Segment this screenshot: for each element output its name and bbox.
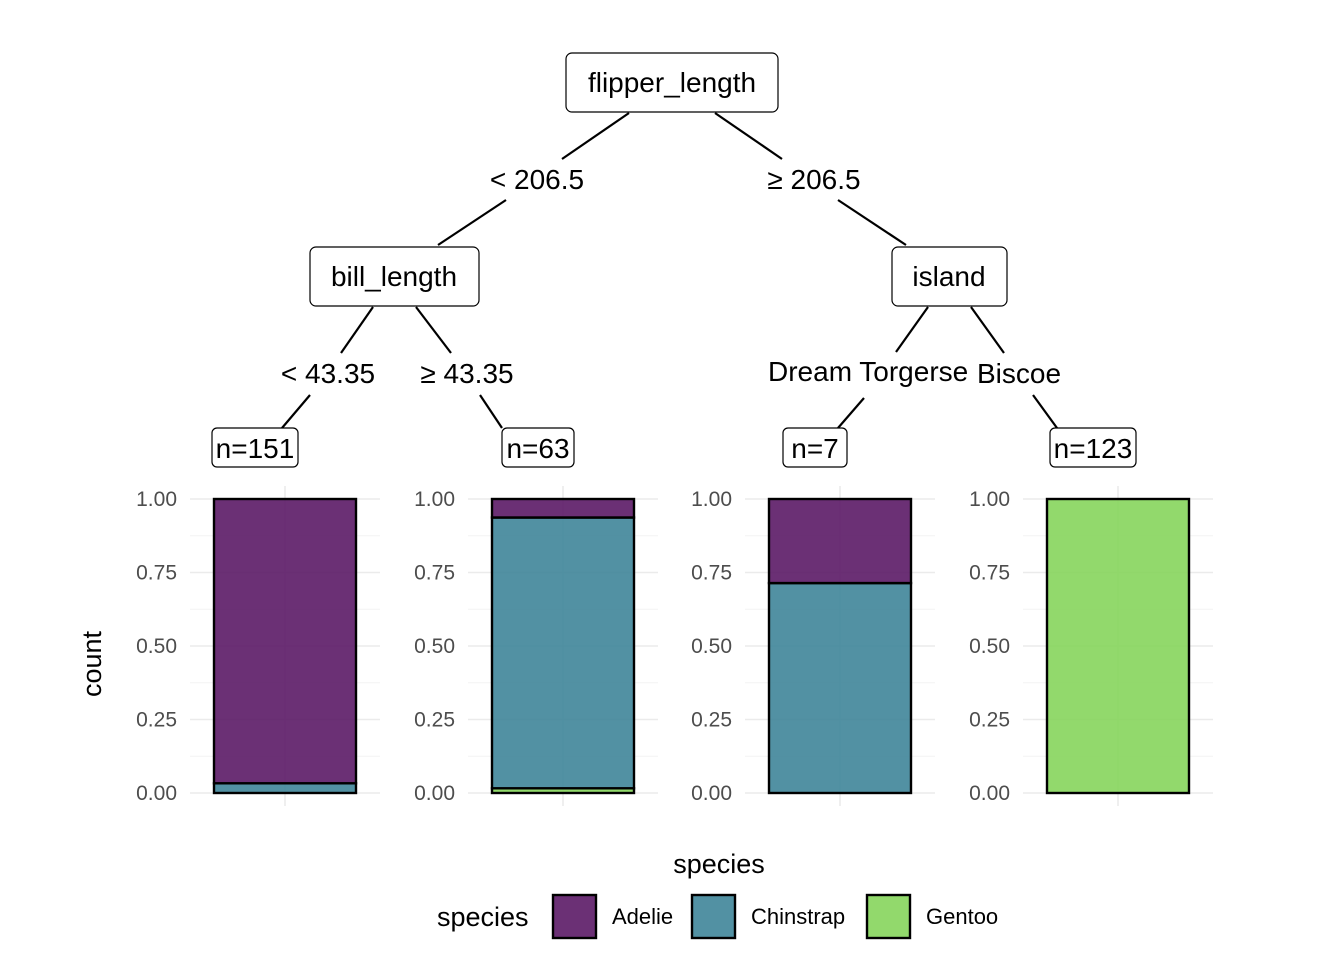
leaf-label: n=7 [791, 433, 839, 464]
split-label-island-left-clip: Dream Torgersen [768, 356, 984, 387]
split-label-root-left: < 206.5 [490, 164, 584, 195]
edge-bill-left-upper [340, 306, 374, 354]
split-label-island-right: Biscoe [977, 358, 1061, 389]
leaf-box [501, 427, 575, 468]
panel-4: 0.00 0.25 0.50 0.75 1.00 n=123 [969, 427, 1213, 806]
legend-key-chinstrap [690, 893, 737, 940]
edge-labels: < 206.5 ≥ 206.5 < 43.35 ≥ 43.35 Dream To… [281, 164, 1061, 389]
y-tick-label: 0.50 [136, 635, 177, 658]
y-tick-label: 0.25 [691, 709, 732, 732]
node-island: island [891, 246, 1008, 307]
node-label-bill-length: bill_length [331, 261, 457, 292]
legend-label-chinstrap: Chinstrap [751, 904, 845, 929]
tree-edges [281, 112, 1058, 429]
edge-island-right-upper [970, 306, 1005, 354]
y-tick-label: 0.50 [414, 635, 455, 658]
y-tick-label: 1.00 [691, 488, 732, 511]
edge-root-left-upper [561, 112, 630, 160]
node-label-flipper-length: flipper_length [588, 67, 756, 98]
legend-key-adelie [551, 893, 598, 940]
y-tick-label: 0.00 [414, 782, 455, 805]
y-tick-label: 1.00 [414, 488, 455, 511]
panel-2: 0.00 0.25 0.50 0.75 1.00 n=63 [414, 427, 658, 806]
y-tick-label: 0.25 [969, 709, 1010, 732]
bar-segment-gentoo [1045, 497, 1191, 795]
tree-nodes: flipper_length bill_length island [309, 52, 1008, 307]
bar-segment-adelie [767, 497, 913, 585]
node-flipper-length: flipper_length [565, 52, 779, 113]
y-tick-label: 0.00 [969, 782, 1010, 805]
leaf-box [782, 427, 848, 468]
edge-island-left-upper [895, 306, 929, 353]
x-axis-title: species [673, 849, 765, 879]
leaf-label: n=151 [216, 433, 295, 464]
y-axis-title: count [77, 630, 107, 697]
edge-island-right-lower [1032, 394, 1058, 429]
split-label-bill-right: ≥ 43.35 [420, 358, 513, 389]
y-tick-label: 0.00 [136, 782, 177, 805]
y-tick-label: 0.75 [414, 562, 455, 585]
bar-segment-adelie [490, 497, 636, 519]
y-tick-label: 1.00 [969, 488, 1010, 511]
node-bill-length: bill_length [309, 246, 480, 307]
y-tick-label: 0.75 [136, 562, 177, 585]
legend-label-adelie: Adelie [612, 904, 673, 929]
leaf-node-2: n=63 [501, 427, 575, 468]
y-tick-label: 0.00 [691, 782, 732, 805]
edge-root-right-lower [837, 199, 907, 246]
leaf-node-1: n=151 [211, 427, 299, 468]
legend-key-gentoo [865, 893, 912, 940]
split-label-root-right: ≥ 206.5 [767, 164, 860, 195]
legend: species Adelie Chinstrap Gentoo [437, 893, 998, 940]
leaf-box [1049, 427, 1137, 468]
y-tick-label: 0.25 [136, 709, 177, 732]
leaf-node-3: n=7 [782, 427, 848, 468]
edge-bill-right-lower [479, 394, 503, 429]
legend-label-gentoo: Gentoo [926, 904, 998, 929]
bar-segment-chinstrap [767, 581, 913, 795]
edge-bill-left-lower [281, 394, 311, 429]
bar-segment-chinstrap [212, 782, 358, 795]
edge-root-right-upper [714, 112, 783, 160]
split-label-island-left: Dream Torgersen [768, 356, 984, 387]
edge-bill-right-upper [415, 306, 452, 354]
leaf-label: n=123 [1054, 433, 1133, 464]
panel-1: 0.00 0.25 0.50 0.75 1.00 n=151 [136, 427, 380, 806]
bar-segment-adelie [212, 497, 358, 785]
y-tick-label: 0.75 [691, 562, 732, 585]
bar-segment-chinstrap [490, 516, 636, 790]
leaf-node-4: n=123 [1049, 427, 1137, 468]
y-tick-label: 1.00 [136, 488, 177, 511]
y-tick-label: 0.25 [414, 709, 455, 732]
y-tick-label: 0.50 [691, 635, 732, 658]
legend-title: species [437, 902, 529, 932]
y-tick-label: 0.75 [969, 562, 1010, 585]
edge-root-left-lower [437, 199, 507, 246]
leaf-panels: 0.00 0.25 0.50 0.75 1.00 n=151 0.00 0.25 0.50 0.7… [136, 427, 1213, 806]
split-label-bill-left: < 43.35 [281, 358, 375, 389]
edge-island-left-lower [837, 397, 865, 429]
leaf-box [211, 427, 299, 468]
y-tick-label: 0.50 [969, 635, 1010, 658]
panel-3: 0.00 0.25 0.50 0.75 1.00 n=7 [691, 427, 935, 806]
node-label-island: island [912, 261, 985, 292]
leaf-label: n=63 [506, 433, 569, 464]
